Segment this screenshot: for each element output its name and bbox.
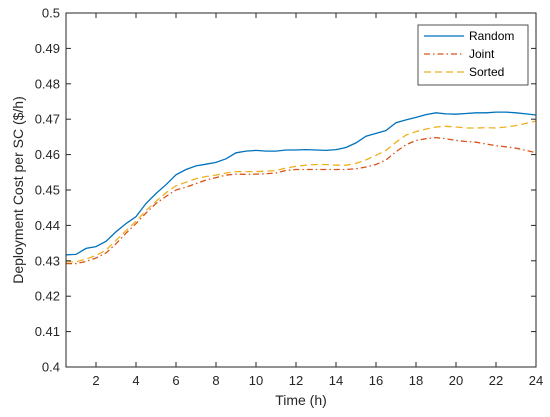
x-tick-label: 4	[132, 373, 139, 388]
x-tick-label: 20	[449, 373, 463, 388]
x-tick-label: 24	[529, 373, 543, 388]
x-tick-label: 12	[289, 373, 303, 388]
legend-box	[417, 24, 529, 86]
legend-label-joint: Joint	[469, 47, 495, 61]
x-tick-label: 16	[369, 373, 383, 388]
x-tick-label: 6	[172, 373, 179, 388]
x-tick-label: 14	[329, 373, 343, 388]
series-line-sorted	[66, 120, 537, 263]
y-tick-label: 0.4	[42, 360, 60, 375]
y-tick-label: 0.41	[35, 324, 60, 339]
y-tick-label: 0.44	[35, 218, 60, 233]
series-layer	[65, 111, 537, 265]
y-tick-label: 0.5	[42, 6, 60, 21]
x-axis-title: Time (h)	[275, 392, 327, 408]
y-tick-label: 0.42	[35, 289, 60, 304]
y-tick-label: 0.47	[35, 112, 60, 127]
y-tick-label: 0.43	[35, 253, 60, 268]
y-axis-title: Deployment Cost per SC ($/h)	[10, 96, 26, 284]
legend-label-sorted: Sorted	[469, 65, 504, 79]
y-tick-label: 0.48	[35, 76, 60, 91]
legend: Random Joint Sorted	[417, 24, 529, 86]
series-line-joint	[66, 136, 537, 265]
x-tick-label: 2	[92, 373, 99, 388]
y-tick-label: 0.46	[35, 147, 60, 162]
series-line-random	[65, 111, 537, 256]
x-tick-label: 22	[489, 373, 503, 388]
y-tick-label: 0.45	[35, 183, 60, 198]
ticks-layer: 2 4 6 8 10 12 14 16 18 20 22 240.40.410.420.430.440…	[35, 6, 544, 389]
legend-label-random: Random	[469, 29, 514, 43]
x-tick-label: 8	[212, 373, 219, 388]
x-tick-label: 10	[249, 373, 263, 388]
x-tick-label: 18	[409, 373, 423, 388]
y-tick-label: 0.49	[35, 41, 60, 56]
